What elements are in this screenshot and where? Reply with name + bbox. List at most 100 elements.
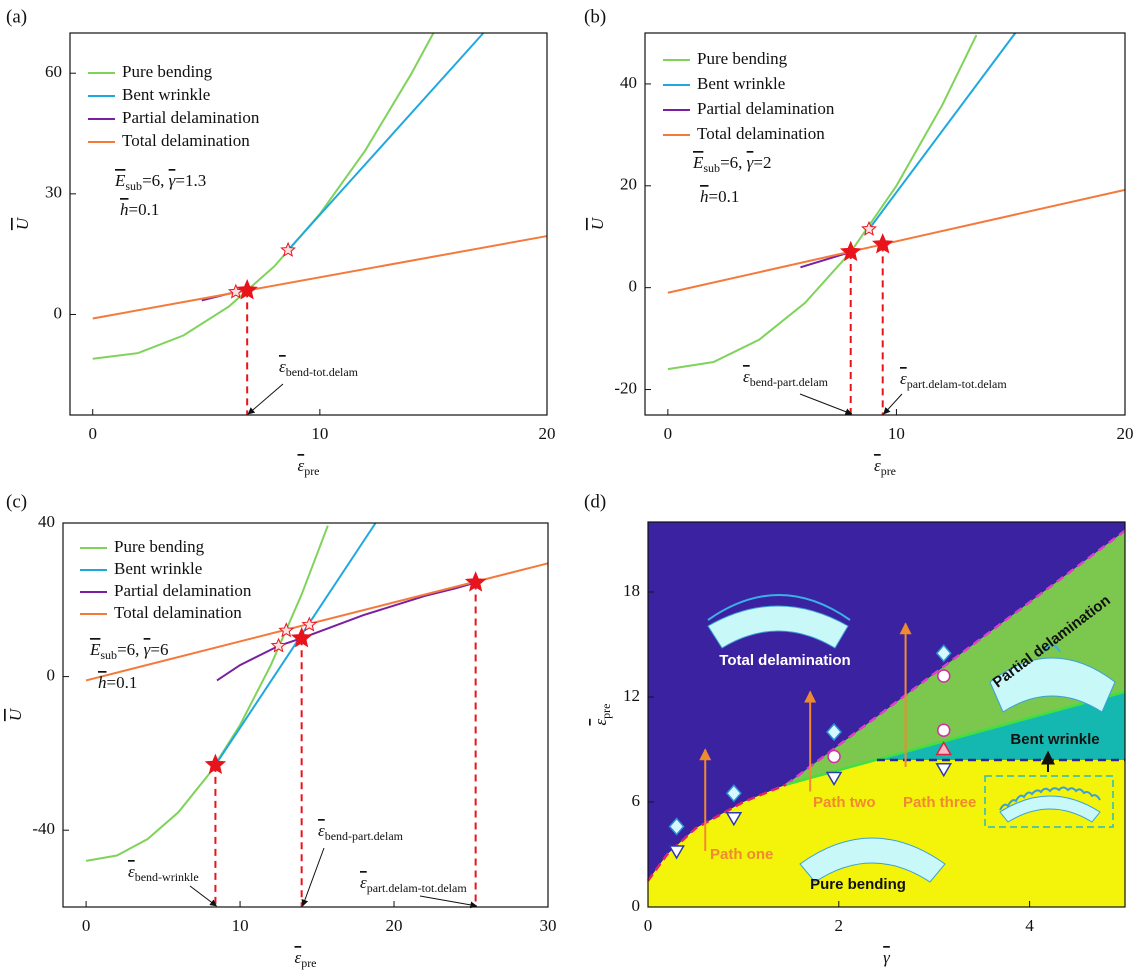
y-tick-label: 60 [45, 62, 62, 81]
legend-label: Partial delamination [122, 108, 260, 127]
curve [215, 523, 375, 765]
y-axis-label: U [6, 707, 25, 721]
x-tick-label: 2 [835, 916, 844, 935]
annotation: εbend-part.delam [743, 367, 829, 389]
legend-label: Partial delamination [114, 581, 252, 600]
annotation: εbend-tot.delam [279, 357, 359, 379]
annotation-part: part.delam-tot.delam [907, 377, 1008, 391]
legend-label: Bent wrinkle [122, 85, 210, 104]
parameters: Esub=6, γ=2 [692, 153, 771, 175]
y-tick-label: 0 [629, 277, 638, 296]
parameters-part: h [98, 673, 107, 692]
legend-label: Total delamination [114, 603, 242, 622]
annotation-part: bend-tot.delam [286, 365, 359, 379]
annotation-arrow [420, 896, 477, 906]
path-label: Path one [710, 846, 773, 863]
x-axis-label-part: pre [304, 464, 319, 478]
y-tick-label: 40 [38, 512, 55, 531]
parameters-part: =0.1 [107, 673, 138, 692]
parameters-part: sub [100, 648, 117, 662]
curve [93, 236, 547, 318]
parameters-part: sub [125, 179, 142, 193]
path-label: Path three [903, 794, 976, 811]
parameters: h=0.1 [98, 673, 137, 692]
x-tick-label: 30 [540, 916, 557, 935]
curve [288, 33, 483, 250]
y-tick-label: 40 [620, 73, 637, 92]
x-tick-label: 10 [311, 424, 328, 443]
y-axis-label: U [13, 216, 32, 230]
x-axis-label: γ [883, 948, 891, 967]
x-tick-label: 0 [88, 424, 97, 443]
star [272, 639, 285, 652]
annotation: εbend-wrinkle [128, 862, 199, 884]
marker [828, 751, 840, 763]
y-axis-label: U [588, 216, 607, 230]
y-tick-label: -40 [32, 819, 55, 838]
legend-label: Bent wrinkle [114, 559, 202, 578]
x-tick-label: 10 [232, 916, 249, 935]
parameters-part: =0.1 [709, 187, 740, 206]
region-label: Bent wrinkle [1010, 731, 1099, 748]
x-tick-label: 0 [664, 424, 673, 443]
parameters-part: sub [703, 161, 720, 175]
annotation-part: bend-part.delam [325, 829, 404, 843]
plots: Pure bending Bent wrinkle Partial delamina… [6, 6, 1134, 969]
y-axis-label: εpre [591, 703, 613, 725]
annotation-arrow [800, 394, 852, 414]
annotation: εpart.delam-tot.delam [360, 873, 467, 895]
parameters-part: =0.1 [129, 200, 160, 219]
y-tick-label: 6 [632, 791, 641, 810]
legend-label: Partial delamination [697, 99, 835, 118]
star [280, 624, 293, 637]
legend-label: Pure bending [122, 62, 213, 81]
annotation-part: bend-part.delam [750, 375, 829, 389]
legend-label: Pure bending [697, 49, 788, 68]
legend-label: Bent wrinkle [697, 74, 785, 93]
x-tick-label: 4 [1025, 916, 1034, 935]
parameters-part: =1.3 [175, 171, 206, 190]
parameters-part: h [700, 187, 709, 206]
y-tick-label: 12 [623, 686, 640, 705]
annotation: εpart.delam-tot.delam [900, 369, 1007, 391]
annotation-arrow [884, 394, 902, 414]
panel-label: (c) [6, 491, 27, 512]
legend-label: Pure bending [114, 537, 205, 556]
x-tick-label: 20 [1117, 424, 1134, 443]
parameters: h=0.1 [700, 187, 739, 206]
y-tick-label: 0 [54, 303, 63, 322]
x-tick-label: 0 [82, 916, 91, 935]
y-tick-label: 18 [623, 581, 640, 600]
parameters-part: =6, [142, 171, 169, 190]
y-tick-label: 30 [45, 183, 62, 202]
region-label: Total delamination [719, 652, 850, 669]
parameters-part: E [114, 171, 126, 190]
annotation: εbend-part.delam [318, 821, 404, 843]
panel-label: (b) [584, 6, 606, 27]
parameters: h=0.1 [120, 200, 159, 219]
y-axis-label-part: U [6, 707, 25, 721]
panel-label: (a) [6, 6, 27, 27]
legend-label: Total delamination [697, 124, 825, 143]
annotation-part: bend-wrinkle [135, 870, 199, 884]
y-tick-label: 0 [47, 666, 56, 685]
region-label: Pure bending [810, 876, 906, 893]
curve [869, 33, 1015, 229]
x-tick-label: 20 [539, 424, 556, 443]
marker [938, 670, 950, 682]
x-axis-label: εpre [294, 948, 316, 970]
parameters-part: h [120, 200, 129, 219]
panel-label: (d) [584, 491, 606, 512]
x-tick-label: 0 [644, 916, 653, 935]
annotation-arrow [303, 848, 324, 906]
parameters-part: E [692, 153, 704, 172]
path-label: Path two [813, 794, 876, 811]
parameters: Esub=6, γ=1.3 [114, 171, 206, 193]
parameters-part: =2 [753, 153, 771, 172]
curve [217, 583, 476, 681]
y-tick-label: 0 [632, 896, 641, 915]
parameters: Esub=6, γ=6 [89, 640, 168, 662]
x-axis-label-part: γ [883, 948, 891, 967]
parameters-part: =6, [720, 153, 747, 172]
legend-label: Total delamination [122, 131, 250, 150]
